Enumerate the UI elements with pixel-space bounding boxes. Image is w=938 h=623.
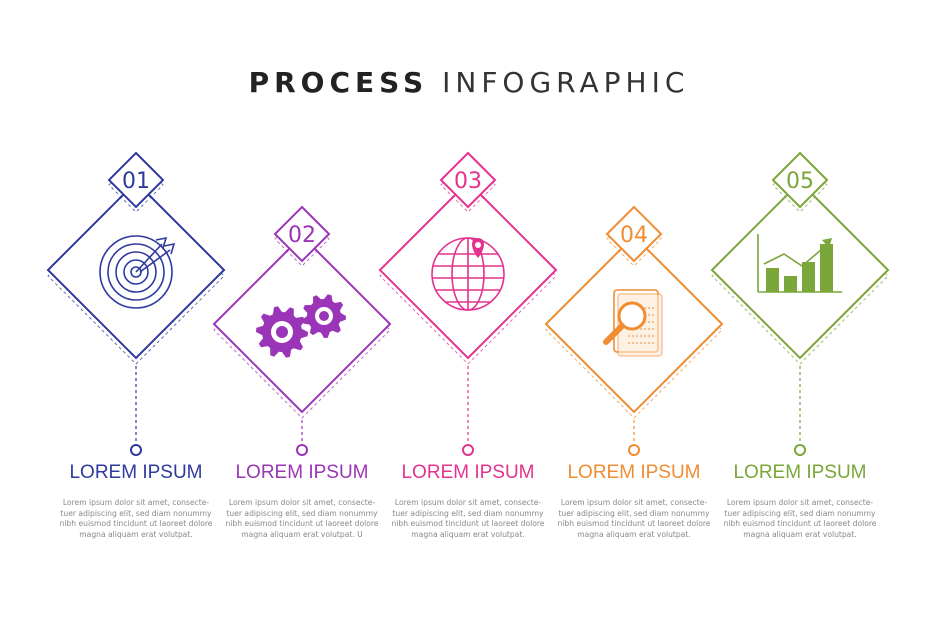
step-3-text: Lorem ipsum dolor sit amet, consecte- tu… (391, 498, 545, 539)
step-4-heading: LOREM IPSUM (567, 462, 701, 483)
title-bold: PROCESS (248, 66, 429, 99)
title-light: INFOGRAPHIC (442, 66, 690, 99)
step-5-number-diamond (771, 151, 829, 209)
step-1-number: 01 (122, 169, 150, 194)
step-2-heading: LOREM IPSUM (235, 462, 369, 483)
step-4-number: 04 (620, 223, 648, 248)
step-3-marker (462, 444, 474, 456)
step-4-text: Lorem ipsum dolor sit amet, consecte- tu… (557, 498, 711, 539)
step-5-diamond (710, 180, 890, 360)
globe-pin-icon (431, 237, 505, 311)
gears-icon (256, 294, 346, 358)
target-icon (99, 235, 176, 309)
growth-chart-icon (757, 234, 842, 293)
step-1-number-diamond (107, 151, 165, 209)
step-2-block: 02 (212, 205, 392, 456)
step-1-block: 01 (46, 151, 226, 456)
step-5-marker (794, 444, 806, 456)
step-5-block: 05 (710, 151, 890, 456)
step-3-block: 03 (378, 151, 558, 456)
step-1-text: Lorem ipsum dolor sit amet, consecte- tu… (59, 498, 213, 539)
document-search-icon (603, 289, 663, 357)
step-3-number-diamond (439, 151, 497, 209)
step-5-text: Lorem ipsum dolor sit amet, consecte- tu… (723, 498, 877, 539)
step-1-diamond (46, 180, 226, 360)
step-5-number: 05 (786, 169, 814, 194)
page-title: PROCESS INFOGRAPHIC (0, 66, 938, 99)
step-1-heading: LOREM IPSUM (69, 462, 203, 483)
step-5-heading: LOREM IPSUM (733, 462, 867, 483)
step-2-marker (296, 444, 308, 456)
step-4-block: 04 (544, 205, 724, 456)
step-3-heading: LOREM IPSUM (401, 462, 535, 483)
step-1-marker (130, 444, 142, 456)
step-3-number: 03 (454, 169, 482, 194)
step-2-text: Lorem ipsum dolor sit amet, consecte- tu… (225, 498, 379, 539)
step-4-marker (628, 444, 640, 456)
step-2-number-diamond (273, 205, 331, 263)
step-2-number: 02 (288, 223, 316, 248)
step-4-number-diamond (605, 205, 663, 263)
